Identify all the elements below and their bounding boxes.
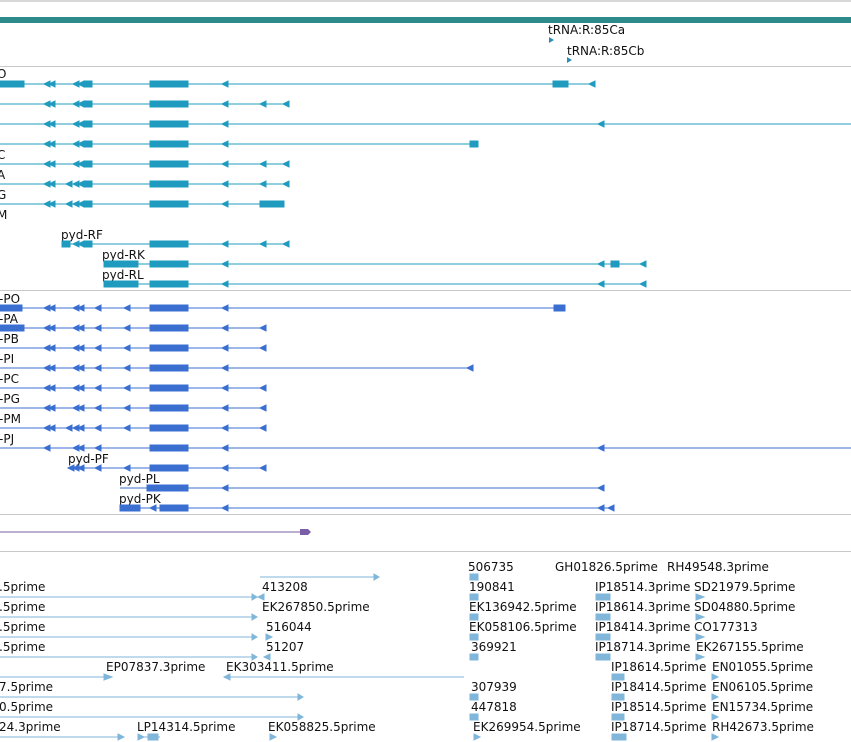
est-label[interactable]: IP18614.3prime — [595, 600, 691, 614]
est-label[interactable]: SD04880.5prime — [694, 600, 796, 614]
track-divider — [0, 514, 851, 515]
transcript-label[interactable]: -PM — [0, 412, 21, 426]
transcript-label[interactable]: G — [0, 188, 7, 202]
transcript-label[interactable]: M — [0, 208, 8, 222]
est-label[interactable]: IP18514.3prime — [595, 580, 691, 594]
est-label[interactable]: 369921 — [471, 640, 517, 654]
est-label[interactable]: 51207 — [266, 640, 305, 654]
est-label[interactable]: EP07837.3prime — [106, 660, 206, 674]
est-label[interactable]: 413208 — [262, 580, 308, 594]
est-label[interactable]: 516044 — [266, 620, 312, 634]
transcript-label[interactable]: -PJ — [0, 432, 15, 446]
track-divider — [0, 290, 851, 291]
est-label[interactable]: IP18414.3prime — [595, 620, 691, 634]
est-label[interactable]: EN01055.5prime — [712, 660, 814, 674]
est-label[interactable]: .5prime — [0, 620, 46, 634]
transcript-label[interactable]: pyd-PF — [68, 452, 109, 466]
est-label[interactable]: EK269954.5prime — [473, 720, 581, 734]
est-label[interactable]: EK058106.5prime — [469, 620, 577, 634]
transcript-label[interactable]: pyd-PL — [119, 472, 160, 486]
trna-label[interactable]: tRNA:R:85Ca — [548, 23, 626, 37]
est-label[interactable]: EK303411.5prime — [226, 660, 334, 674]
transcript-label[interactable]: -PB — [0, 332, 19, 346]
est-label[interactable]: RH42673.5prime — [712, 720, 814, 734]
est-label[interactable]: IP18714.5prime — [611, 720, 707, 734]
est-label[interactable]: 24.3prime — [0, 720, 61, 734]
est-label[interactable]: IP18414.5prime — [611, 680, 707, 694]
est-label[interactable]: EN06105.5prime — [712, 680, 814, 694]
trna-feature[interactable] — [567, 57, 572, 63]
est-label[interactable]: .5prime — [0, 580, 46, 594]
est-label[interactable]: 307939 — [471, 680, 517, 694]
est-label[interactable]: 190841 — [469, 580, 515, 594]
est-label[interactable]: IP18714.3prime — [595, 640, 691, 654]
est-label[interactable]: GH01826.5prime — [555, 560, 658, 574]
track-divider — [0, 551, 851, 552]
est-label[interactable]: EK058825.5prime — [268, 720, 376, 734]
transcript-label[interactable]: -PC — [0, 372, 19, 386]
trna-label[interactable]: tRNA:R:85Cb — [567, 44, 645, 58]
transcript-label[interactable]: -PO — [0, 292, 21, 306]
transcript-label[interactable]: I — [0, 128, 1, 142]
est-label[interactable]: 7.5prime — [0, 680, 54, 694]
trna-feature[interactable] — [549, 37, 554, 43]
transcript-label[interactable]: -PA — [0, 312, 19, 326]
protein-track[interactable] — [0, 516, 851, 552]
track-divider — [0, 66, 851, 67]
est-label[interactable]: 506735 — [468, 560, 514, 574]
est-label[interactable]: IP18614.5prime — [611, 660, 707, 674]
est-label[interactable]: IP18514.5prime — [611, 700, 707, 714]
ruler-bar[interactable] — [0, 17, 851, 23]
est-label[interactable]: 447818 — [471, 700, 517, 714]
est-label[interactable]: CO177313 — [694, 620, 758, 634]
est-label[interactable]: SD21979.5prime — [694, 580, 796, 594]
est-label[interactable]: .5prime — [0, 640, 46, 654]
est-label[interactable]: EK136942.5prime — [469, 600, 577, 614]
transcript-label[interactable]: J — [0, 108, 1, 122]
transcript-label[interactable]: A — [0, 168, 6, 182]
est-label[interactable]: RH49548.3prime — [667, 560, 769, 574]
est-label[interactable]: EN15734.5prime — [712, 700, 814, 714]
transcript-label[interactable]: O — [0, 67, 7, 81]
est-label[interactable]: .5prime — [0, 600, 46, 614]
transcript-label[interactable]: pyd-RF — [61, 228, 103, 242]
transcript-label[interactable]: -PI — [0, 352, 15, 366]
est-label[interactable]: LP14314.5prime — [137, 720, 236, 734]
transcript-label[interactable]: pyd-RL — [102, 268, 144, 282]
est-label[interactable]: EK267850.5prime — [262, 600, 370, 614]
transcript-label[interactable]: -PG — [0, 392, 20, 406]
est-glyphs[interactable] — [0, 552, 851, 742]
est-label[interactable]: EK267155.5prime — [696, 640, 804, 654]
est-label[interactable]: 0.5prime — [0, 700, 54, 714]
transcript-glyphs-a[interactable] — [0, 66, 851, 296]
transcript-label[interactable]: pyd-PK — [119, 492, 161, 506]
transcript-glyphs-b[interactable] — [0, 290, 851, 512]
top-border — [0, 0, 851, 2]
transcript-label[interactable]: pyd-RK — [102, 248, 145, 262]
transcript-label[interactable]: C — [0, 148, 6, 162]
